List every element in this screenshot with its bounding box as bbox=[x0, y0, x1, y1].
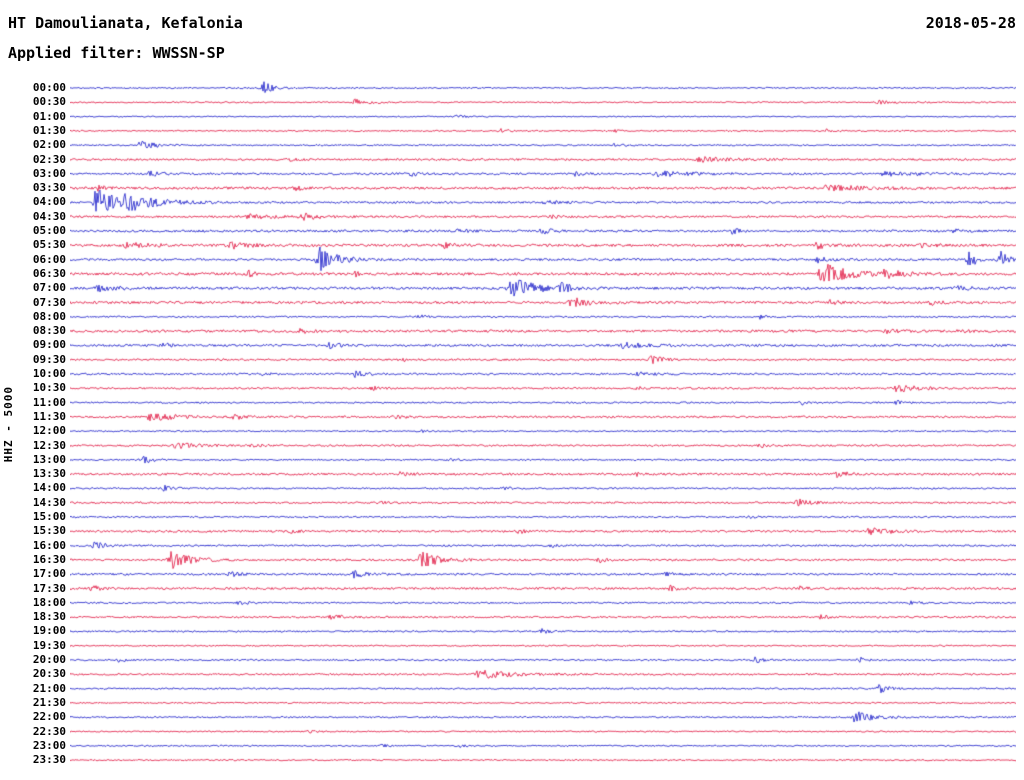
time-label: 15:30 bbox=[32, 524, 66, 538]
time-label: 17:00 bbox=[32, 567, 66, 581]
time-label: 07:30 bbox=[32, 295, 66, 309]
time-label: 08:00 bbox=[32, 309, 66, 323]
time-label: 13:00 bbox=[32, 452, 66, 466]
time-label: 02:00 bbox=[32, 138, 66, 152]
time-label: 06:30 bbox=[32, 266, 66, 280]
time-axis: 00:00 00:30 01:00 01:30 02:00 02:30 03:00 03:30… bbox=[0, 0, 70, 780]
time-label: 23:00 bbox=[32, 738, 66, 752]
time-label: 03:30 bbox=[32, 181, 66, 195]
time-label: 22:00 bbox=[32, 710, 66, 724]
time-label: 10:00 bbox=[32, 367, 66, 380]
record-date: 2018-05-28 bbox=[925, 14, 1016, 32]
time-label: 14:30 bbox=[32, 495, 66, 509]
time-label: 12:30 bbox=[32, 438, 66, 452]
time-label: 09:00 bbox=[32, 338, 66, 352]
time-label: 21:30 bbox=[32, 695, 66, 709]
time-label: 04:30 bbox=[32, 209, 66, 223]
time-label: 16:00 bbox=[32, 538, 66, 552]
time-label: 16:30 bbox=[32, 552, 66, 566]
time-label: 07:00 bbox=[32, 281, 66, 295]
time-label: 02:30 bbox=[32, 152, 66, 166]
time-label: 11:00 bbox=[32, 395, 66, 409]
time-label: 08:30 bbox=[32, 324, 66, 338]
time-label: 05:00 bbox=[32, 224, 66, 237]
time-label: 10:30 bbox=[32, 381, 66, 395]
time-label: 11:30 bbox=[32, 409, 66, 423]
time-label: 21:00 bbox=[32, 681, 66, 695]
time-label: 23:30 bbox=[32, 753, 66, 767]
station-title: HT Damoulianata, Kefalonia bbox=[8, 14, 243, 32]
time-label: 01:00 bbox=[32, 109, 66, 123]
time-label: 01:30 bbox=[32, 123, 66, 137]
time-label: 17:30 bbox=[32, 581, 66, 595]
time-label: 20:30 bbox=[32, 667, 66, 681]
time-label: 04:00 bbox=[32, 195, 66, 209]
time-label: 13:30 bbox=[32, 467, 66, 481]
time-label: 05:30 bbox=[32, 238, 66, 252]
time-label: 20:00 bbox=[32, 653, 66, 666]
time-label: 06:00 bbox=[32, 252, 66, 266]
time-label: 15:00 bbox=[32, 510, 66, 523]
time-label: 00:00 bbox=[32, 81, 66, 94]
time-label: 14:00 bbox=[32, 481, 66, 495]
time-label: 19:00 bbox=[32, 624, 66, 638]
time-label: 09:30 bbox=[32, 352, 66, 366]
time-label: 19:30 bbox=[32, 638, 66, 652]
seismogram-canvas bbox=[70, 80, 1016, 774]
time-label: 03:00 bbox=[32, 166, 66, 180]
time-label: 00:30 bbox=[32, 95, 66, 109]
time-label: 18:30 bbox=[32, 610, 66, 624]
time-label: 18:00 bbox=[32, 595, 66, 609]
applied-filter-label: Applied filter: WWSSN-SP bbox=[8, 44, 225, 62]
time-label: 22:30 bbox=[32, 724, 66, 738]
time-label: 12:00 bbox=[32, 424, 66, 438]
